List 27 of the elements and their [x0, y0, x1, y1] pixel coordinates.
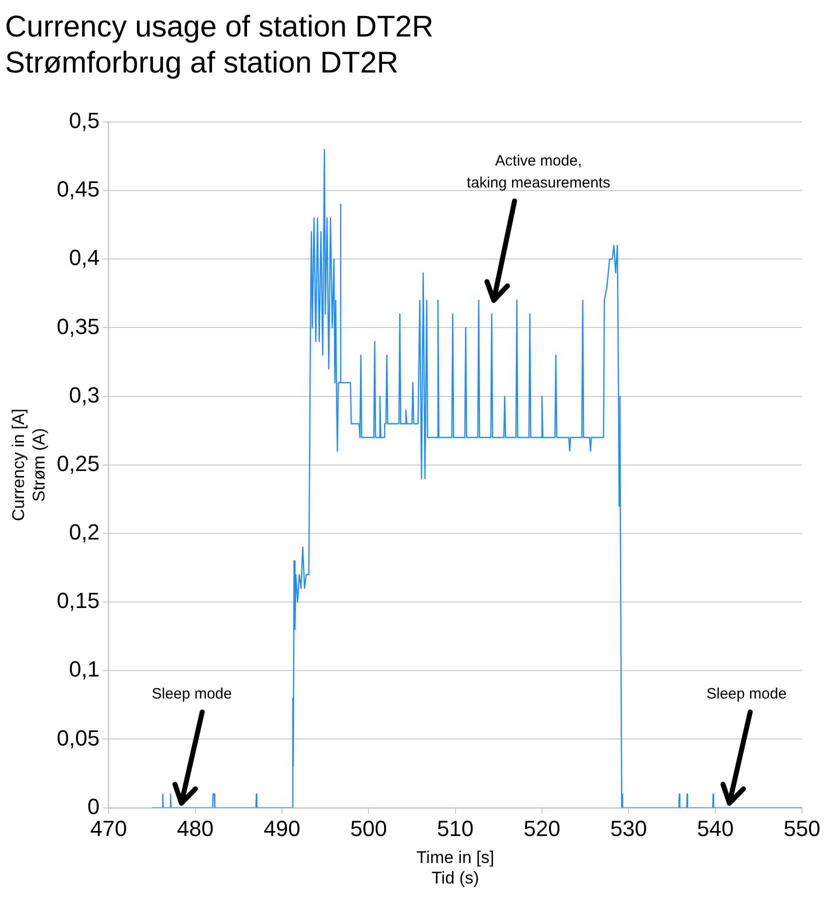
x-tick-label: 530 [610, 816, 648, 842]
x-tick-label: 540 [696, 816, 734, 842]
y-tick-label: 0,3 [69, 382, 100, 408]
x-tick-label: 500 [350, 816, 387, 842]
annotation: Sleep mode [152, 685, 232, 702]
x-tick-label: 490 [264, 816, 300, 842]
y-tick-label: 0,15 [56, 588, 100, 614]
annotation: Active mode, taking measurements [466, 152, 610, 192]
y-tick-label: 0,2 [69, 520, 100, 545]
annotation: Sleep mode [706, 685, 787, 702]
chart-title: Currency usage of station DT2R [5, 10, 434, 44]
x-tick-label: 470 [90, 816, 127, 842]
y-tick-label: 0,35 [56, 314, 100, 339]
x-tick-label: 550 [784, 816, 820, 842]
y-tick-label: 0,4 [69, 245, 100, 270]
x-tick-label: 510 [436, 816, 474, 842]
x-tick-label: 520 [524, 816, 560, 842]
x-tick-label: 480 [176, 816, 214, 842]
y-tick-label: 0,5 [69, 108, 100, 134]
x-axis-title: Time in [s] Tid (s) [416, 848, 494, 888]
y-tick-label: 0,45 [56, 176, 100, 202]
y-tick-label: 0,25 [56, 450, 100, 476]
chart-subtitle: Strømforbrug af station DT2R [5, 46, 398, 80]
y-tick-label: 0,05 [56, 725, 100, 750]
y-tick-label: 0 [87, 794, 100, 819]
y-axis-title: Currency in [A] Strøm (A) [8, 408, 48, 522]
y-tick-label: 0,1 [69, 656, 100, 682]
